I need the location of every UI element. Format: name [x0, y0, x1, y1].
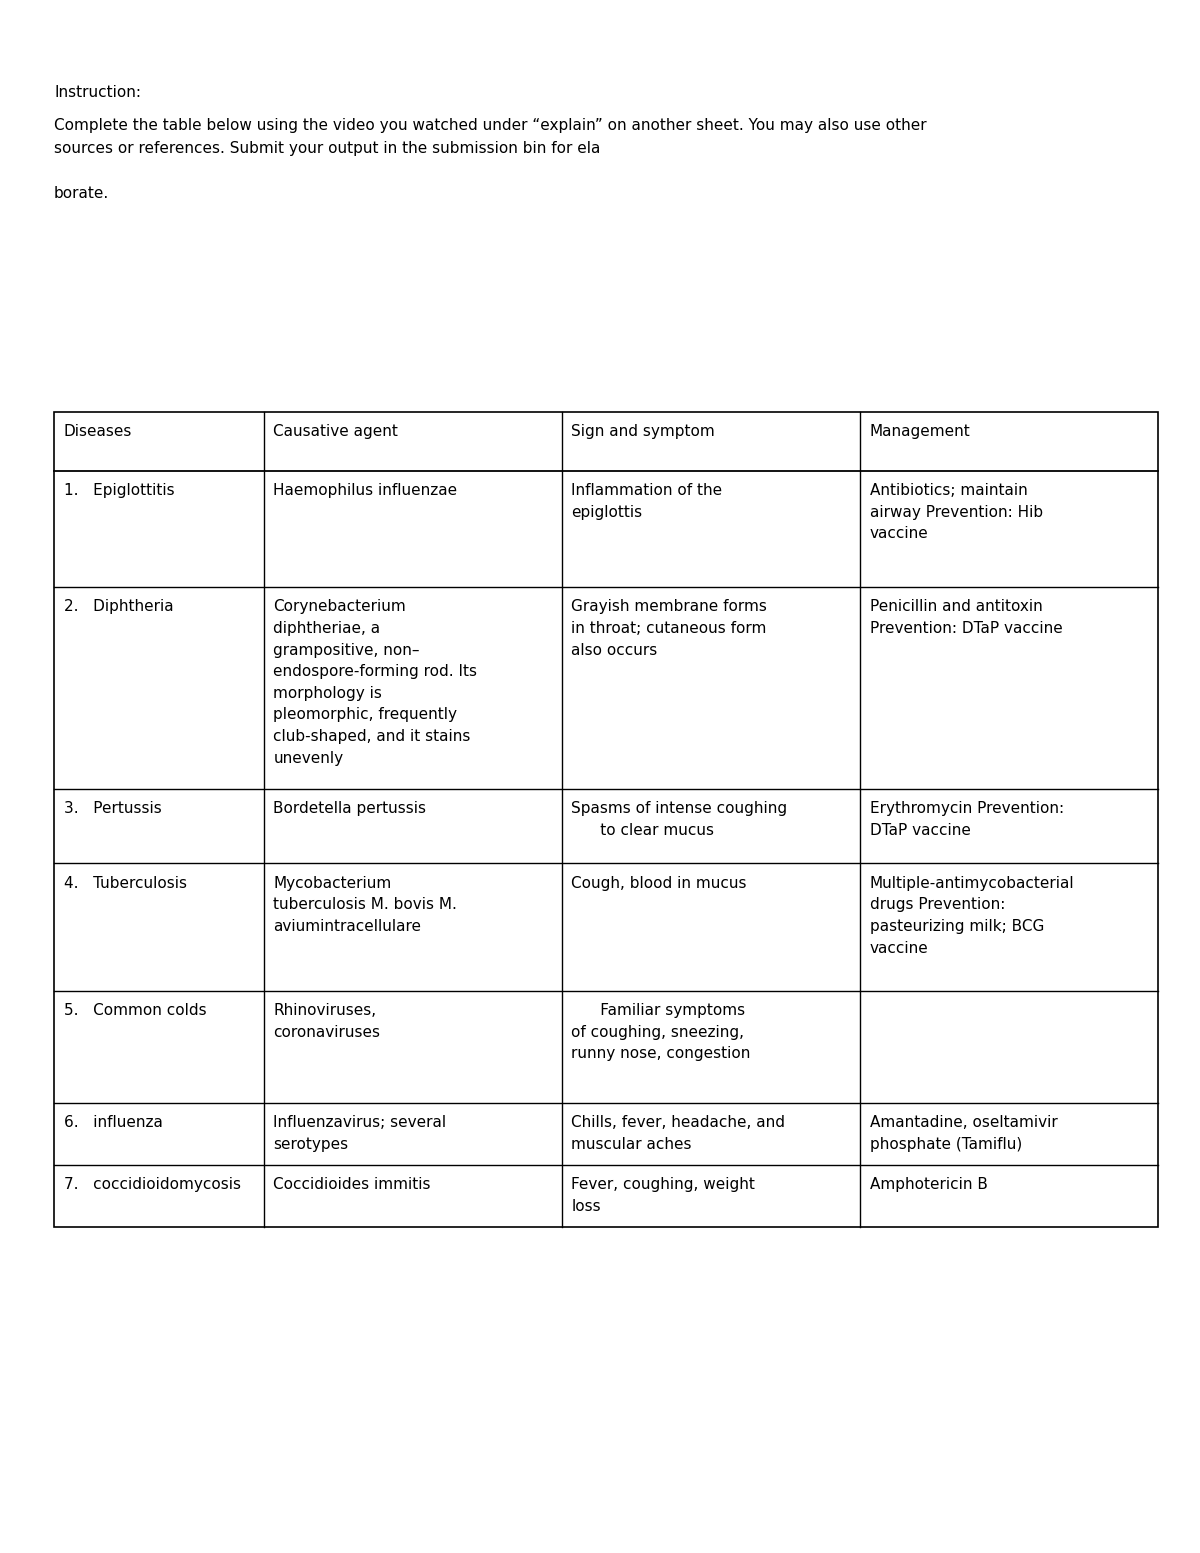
Text: Multiple-antimycobacterial
drugs Prevention:
pasteurizing milk; BCG
vaccine: Multiple-antimycobacterial drugs Prevent…: [870, 876, 1074, 955]
Text: Familiar symptoms
of coughing, sneezing,
runny nose, congestion: Familiar symptoms of coughing, sneezing,…: [571, 1003, 751, 1061]
Text: 2.   Diphtheria: 2. Diphtheria: [64, 599, 173, 615]
Text: Inflammation of the
epiglottis: Inflammation of the epiglottis: [571, 483, 722, 520]
Text: Complete the table below using the video you watched under “explain” on another : Complete the table below using the video…: [54, 118, 926, 202]
Text: Haemophilus influenzae: Haemophilus influenzae: [274, 483, 457, 499]
Text: Amphotericin B: Amphotericin B: [870, 1177, 988, 1193]
Text: Cough, blood in mucus: Cough, blood in mucus: [571, 876, 746, 891]
Text: Bordetella pertussis: Bordetella pertussis: [274, 801, 426, 817]
Text: 4.   Tuberculosis: 4. Tuberculosis: [64, 876, 187, 891]
Text: Grayish membrane forms
in throat; cutaneous form
also occurs: Grayish membrane forms in throat; cutane…: [571, 599, 767, 657]
Text: Causative agent: Causative agent: [274, 424, 398, 439]
Text: 3.   Pertussis: 3. Pertussis: [64, 801, 161, 817]
Text: Fever, coughing, weight
loss: Fever, coughing, weight loss: [571, 1177, 755, 1214]
Text: Erythromycin Prevention:
DTaP vaccine: Erythromycin Prevention: DTaP vaccine: [870, 801, 1063, 839]
Text: Amantadine, oseltamivir
phosphate (Tamiflu): Amantadine, oseltamivir phosphate (Tamif…: [870, 1115, 1057, 1152]
Text: 5.   Common colds: 5. Common colds: [64, 1003, 206, 1019]
Text: Mycobacterium
tuberculosis M. bovis M.
aviumintracellulare: Mycobacterium tuberculosis M. bovis M. a…: [274, 876, 457, 933]
Text: 1.   Epiglottitis: 1. Epiglottitis: [64, 483, 174, 499]
Text: Chills, fever, headache, and
muscular aches: Chills, fever, headache, and muscular ac…: [571, 1115, 786, 1152]
Text: Diseases: Diseases: [64, 424, 132, 439]
Text: Spasms of intense coughing
      to clear mucus: Spasms of intense coughing to clear mucu…: [571, 801, 787, 839]
Text: Corynebacterium
diphtheriae, a
grampositive, non–
endospore-forming rod. Its
mor: Corynebacterium diphtheriae, a gramposit…: [274, 599, 478, 766]
Text: 7.   coccidioidomycosis: 7. coccidioidomycosis: [64, 1177, 240, 1193]
Text: Penicillin and antitoxin
Prevention: DTaP vaccine: Penicillin and antitoxin Prevention: DTa…: [870, 599, 1062, 637]
Text: Antibiotics; maintain
airway Prevention: Hib
vaccine: Antibiotics; maintain airway Prevention:…: [870, 483, 1043, 540]
Text: Management: Management: [870, 424, 971, 439]
Text: 6.   influenza: 6. influenza: [64, 1115, 162, 1131]
Text: Coccidioides immitis: Coccidioides immitis: [274, 1177, 431, 1193]
Text: Influenzavirus; several
serotypes: Influenzavirus; several serotypes: [274, 1115, 446, 1152]
Text: Sign and symptom: Sign and symptom: [571, 424, 715, 439]
Text: Instruction:: Instruction:: [54, 85, 142, 101]
Text: Rhinoviruses,
coronaviruses: Rhinoviruses, coronaviruses: [274, 1003, 380, 1041]
